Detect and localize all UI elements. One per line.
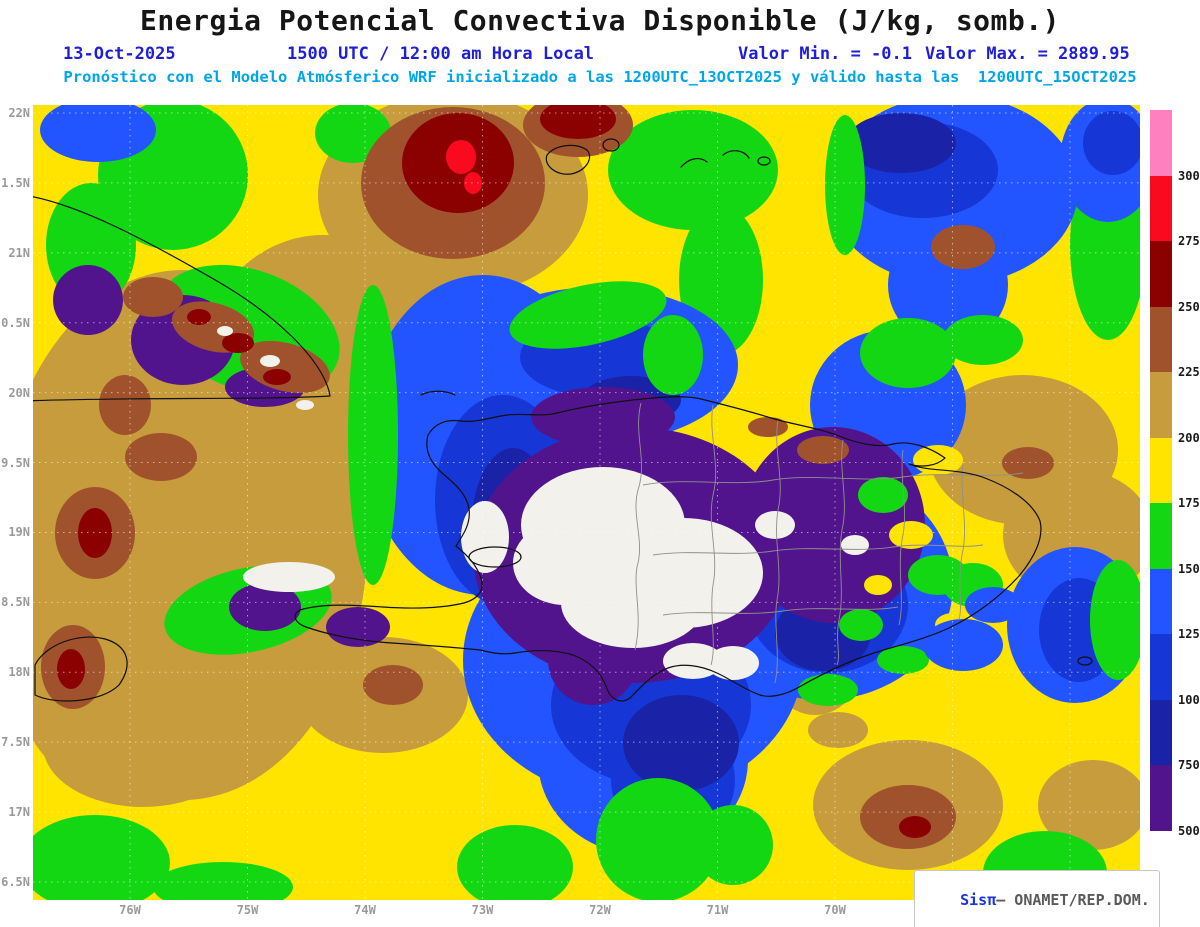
little-inagua-coastline (602, 138, 620, 152)
colorbar-tick-label: 2750 (1178, 234, 1200, 248)
admin-boundaries (634, 402, 1024, 684)
colorbar (1150, 110, 1172, 896)
small-cay-coastline (757, 156, 771, 166)
lon-tick-label: 72W (589, 903, 611, 917)
coastlines (33, 138, 1093, 702)
colorbar-segment (1150, 503, 1172, 569)
colorbar-segment (1150, 241, 1172, 307)
colorbar-segment (1150, 437, 1172, 503)
cuba-coastline (33, 196, 331, 402)
lat-tick-label: 18N (8, 665, 30, 680)
branding-box: Sisπ— ONAMET/REP.DOM. (914, 870, 1160, 927)
lat-tick-label: 1.5N (1, 175, 30, 190)
colorbar-tick-label: 1500 (1178, 561, 1200, 576)
colorbar-segment (1150, 699, 1172, 765)
colorbar-segment (1150, 372, 1172, 438)
cape-contour-map (33, 105, 1140, 900)
lon-tick-label: 76W (119, 903, 141, 917)
colorbar-segment (1150, 634, 1172, 700)
lat-tick-label: 8.5N (1, 595, 30, 610)
colorbar-tick-label: 500 (1178, 823, 1200, 838)
colorbar-segment (1150, 306, 1172, 372)
jamaica-coastline (34, 636, 128, 702)
gonave-island-coastline (468, 546, 522, 568)
colorbar-tick-label: 1750 (1178, 496, 1200, 510)
colorbar-segment (1150, 110, 1172, 176)
colorbar-tick-label: 2250 (1178, 365, 1200, 379)
colorbar-tick-label: 1250 (1178, 627, 1200, 641)
inagua-island-coastline (545, 144, 591, 175)
mona-island-coastline (1077, 656, 1093, 666)
lat-tick-label: 19N (8, 525, 30, 540)
page-title: Energia Potencial Convectiva Disponible … (140, 4, 1060, 37)
lat-tick-label: 21N (8, 245, 30, 260)
lat-tick-label: 22N (8, 106, 30, 120)
colorbar-segment (1150, 175, 1172, 241)
cape-mottled-accents (348, 115, 1140, 900)
turks-islands-coastline (680, 157, 708, 168)
sispi-logo: Sisπ (960, 891, 997, 909)
colorbar-tick-label: 2000 (1178, 430, 1200, 445)
max-value-label: Valor Max. = 2889.95 (925, 44, 1130, 64)
colorbar-segment (1150, 568, 1172, 634)
run-date-label: 13-Oct-2025 (63, 44, 176, 64)
lat-tick-label: 17N (8, 805, 30, 820)
lon-tick-label: 73W (471, 903, 494, 917)
branding-text: — ONAMET/REP.DOM. (996, 891, 1150, 909)
tortue-island-coastline (420, 390, 456, 396)
lat-lon-gridlines (33, 105, 1140, 900)
lon-tick-label: 70W (824, 903, 846, 917)
lat-tick-label: 6.5N (1, 874, 30, 889)
lon-tick-label: 75W (236, 903, 259, 917)
hispaniola-coastline (294, 396, 1042, 702)
min-value-label: Valor Min. = -0.1 (738, 44, 912, 64)
colorbar-tick-label: 1000 (1178, 692, 1200, 707)
valid-time-label: 1500 UTC / 12:00 am Hora Local (287, 44, 595, 64)
lat-tick-label: 7.5N (1, 735, 30, 750)
cape-maximum-core (446, 140, 482, 194)
colorbar-tick-label: 750 (1178, 758, 1200, 772)
forecast-description: Pronóstico con el Modelo Atmósferico WRF… (63, 68, 1137, 86)
colorbar-tick-label: 3000 (1178, 168, 1200, 183)
lon-tick-label: 74W (354, 903, 376, 917)
lat-tick-label: 9.5N (1, 455, 30, 470)
colorbar-tick-label: 2500 (1178, 299, 1200, 314)
cape-minimum-regions (217, 326, 869, 680)
caicos-islands-coastline (722, 150, 750, 159)
lat-tick-label: 0.5N (1, 315, 30, 330)
lat-tick-label: 20N (8, 385, 30, 400)
colorbar-segment (1150, 765, 1172, 831)
lon-tick-label: 71W (706, 903, 729, 917)
